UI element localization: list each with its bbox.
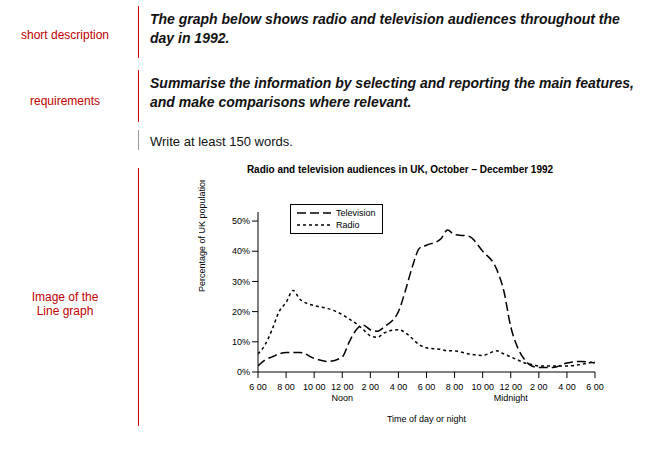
- svg-text:Midnight: Midnight: [494, 393, 529, 403]
- html-text:Television: Television: [336, 208, 376, 218]
- svg-text:6 00: 6 00: [418, 382, 436, 392]
- html-text:requirements: requirements: [30, 94, 100, 108]
- html-text:Write at least 150 words.: Write at least 150 words.: [150, 134, 293, 149]
- svg-text:50%: 50%: [232, 216, 250, 226]
- svg-text:2 00: 2 00: [362, 382, 380, 392]
- svg-text:30%: 30%: [232, 277, 250, 287]
- svg-text:12 00: 12 00: [331, 382, 354, 392]
- svg-text:0%: 0%: [237, 367, 250, 377]
- svg-text:Noon: Noon: [331, 393, 353, 403]
- svg-text:20%: 20%: [232, 307, 250, 317]
- svg-text:6 00: 6 00: [586, 382, 604, 392]
- svg-text:4 00: 4 00: [558, 382, 576, 392]
- html-text:short description: short description: [21, 28, 109, 42]
- html-text:Radio and television audiences: Radio and television audiences in UK, Oc…: [246, 164, 554, 175]
- svg-text:12 00: 12 00: [499, 382, 522, 392]
- svg-text:8 00: 8 00: [277, 382, 295, 392]
- html-text:The graph below shows radio an: The graph below shows radio and televisi…: [150, 11, 620, 46]
- svg-text:Percentage of UK population (o: Percentage of UK population (over 4 year…: [197, 180, 207, 292]
- svg-text:4 00: 4 00: [390, 382, 408, 392]
- html-text:Summarise the information by s: Summarise the information by selecting a…: [150, 75, 634, 110]
- svg-text:10%: 10%: [232, 337, 250, 347]
- html-text:Radio: Radio: [336, 220, 360, 230]
- svg-text:6 00: 6 00: [249, 382, 267, 392]
- svg-text:40%: 40%: [232, 246, 250, 256]
- svg-text:8 00: 8 00: [446, 382, 464, 392]
- svg-text:2 00: 2 00: [530, 382, 548, 392]
- html-text:Image of the Line graph: Image of the Line graph: [31, 290, 99, 318]
- svg-text:10 00: 10 00: [471, 382, 494, 392]
- svg-text:10 00: 10 00: [303, 382, 326, 392]
- svg-text:Time of day or night: Time of day or night: [387, 414, 467, 424]
